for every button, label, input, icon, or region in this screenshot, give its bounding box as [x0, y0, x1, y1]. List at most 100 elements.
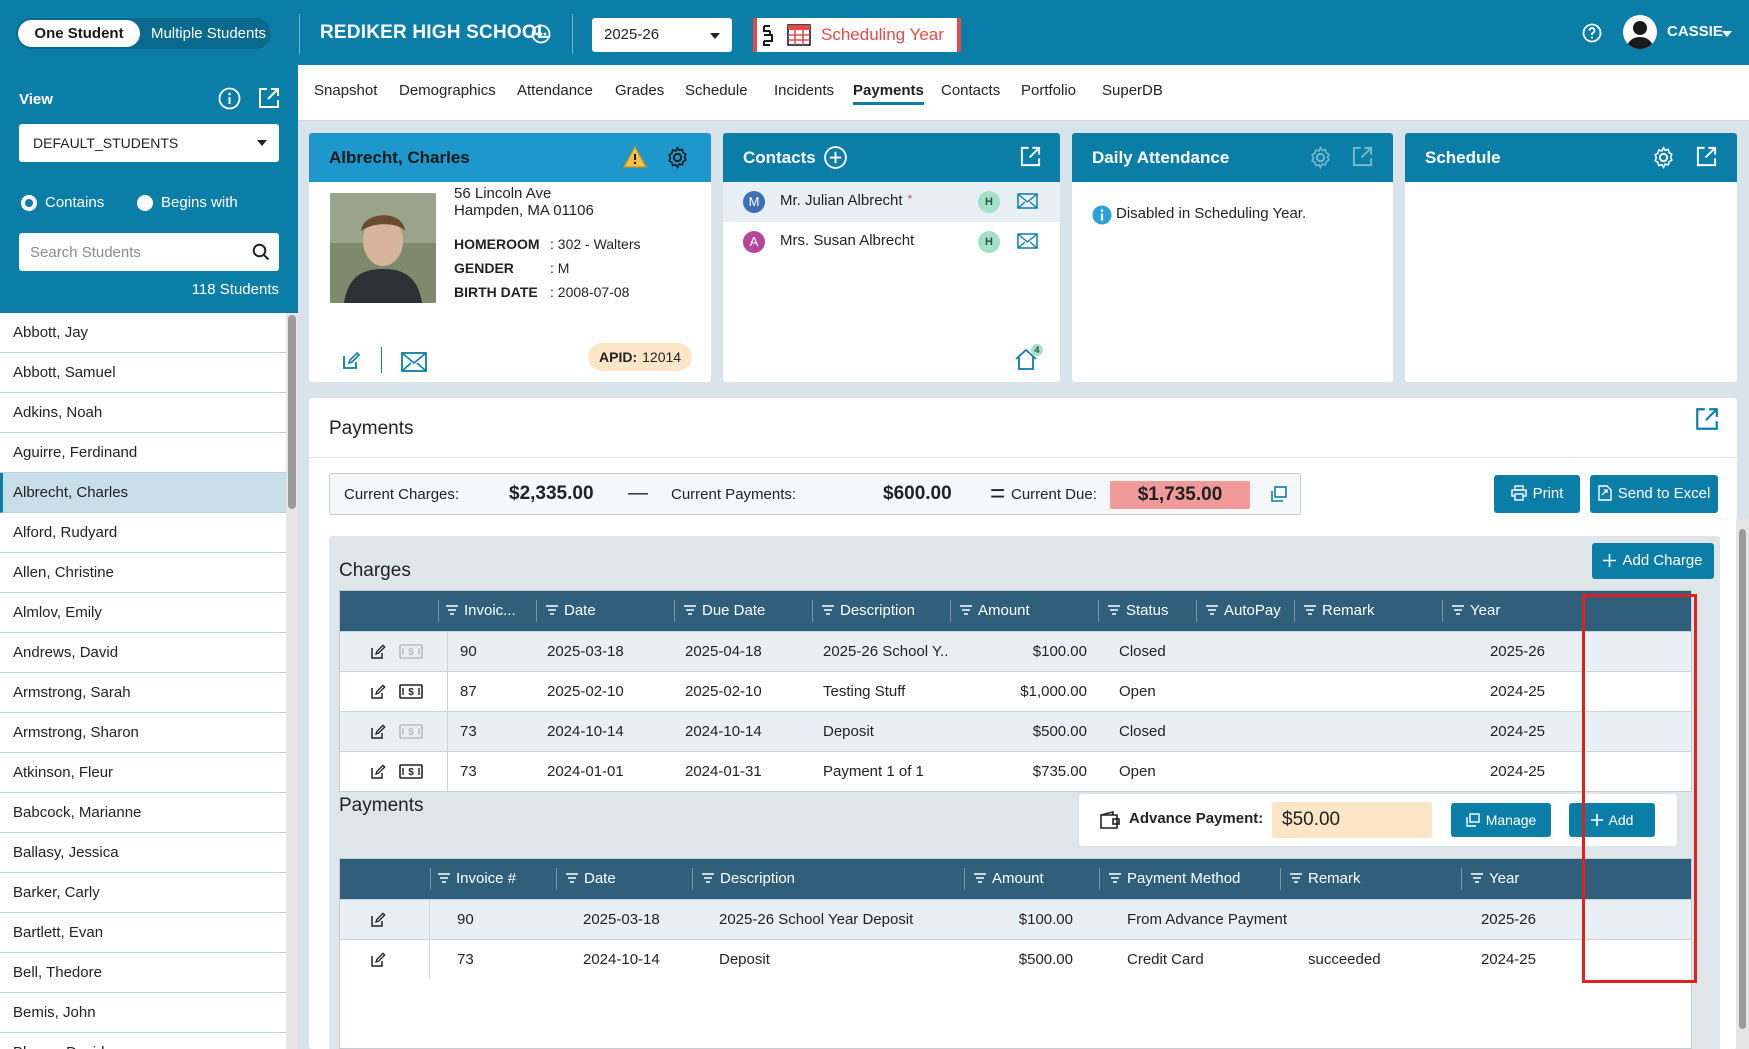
tab-attendance[interactable]: Attendance — [517, 82, 593, 99]
student-list-item[interactable]: Ballasy, Jessica — [0, 833, 286, 873]
gear-icon[interactable] — [665, 145, 690, 170]
tab-schedule[interactable]: Schedule — [685, 82, 748, 99]
send-to-excel-button[interactable]: Send to Excel — [1590, 475, 1718, 513]
tab-portfolio[interactable]: Portfolio — [1021, 82, 1077, 99]
student-list-item[interactable]: Bartlett, Evan — [0, 913, 286, 953]
contact-name[interactable]: Mr. Julian Albrecht * — [780, 192, 912, 209]
column-divider[interactable] — [674, 600, 675, 622]
add-contact-icon[interactable] — [823, 145, 848, 170]
filter-icon[interactable] — [1471, 872, 1483, 883]
gear-icon[interactable] — [1308, 145, 1333, 170]
column-header[interactable]: Amount — [974, 859, 1044, 899]
column-header[interactable]: Date — [566, 859, 616, 899]
tab-contacts[interactable]: Contacts — [941, 82, 1001, 99]
student-list-item[interactable]: Adkins, Noah — [0, 393, 286, 433]
external-link-icon[interactable] — [1351, 145, 1374, 168]
column-header[interactable]: Description — [822, 591, 915, 631]
column-header[interactable]: Year — [1471, 859, 1519, 899]
student-list-item[interactable]: Armstrong, Sarah — [0, 673, 286, 713]
edit-icon[interactable] — [370, 724, 386, 740]
student-list-item[interactable]: Almlov, Emily — [0, 593, 286, 633]
external-link-icon[interactable] — [1019, 145, 1042, 168]
multiple-students-toggle[interactable]: Multiple Students — [150, 25, 267, 42]
tab-snapshot[interactable]: Snapshot — [314, 82, 378, 99]
student-list-item[interactable]: Bemis, John — [0, 993, 286, 1033]
external-link-icon[interactable] — [257, 86, 281, 110]
warning-icon[interactable] — [623, 146, 647, 168]
edit-icon[interactable] — [370, 684, 386, 700]
payment-icon[interactable]: $ — [399, 724, 423, 739]
column-divider[interactable] — [950, 600, 951, 622]
filter-icon[interactable] — [1108, 604, 1120, 615]
manage-button[interactable]: Manage — [1451, 803, 1551, 837]
student-list-item[interactable]: Babcock, Marianne — [0, 793, 286, 833]
column-divider[interactable] — [1442, 600, 1443, 622]
column-header[interactable]: Remark — [1304, 591, 1375, 631]
student-list-item[interactable]: Aguirre, Ferdinand — [0, 433, 286, 473]
tab-demographics[interactable]: Demographics — [399, 82, 496, 99]
edit-icon[interactable] — [370, 764, 386, 780]
student-list-item[interactable]: Barker, Carly — [0, 873, 286, 913]
column-divider[interactable] — [812, 600, 813, 622]
student-list-item[interactable]: Allen, Christine — [0, 553, 286, 593]
external-link-icon[interactable] — [1695, 145, 1718, 168]
print-button[interactable]: Print — [1494, 475, 1580, 513]
mail-icon[interactable] — [401, 352, 427, 372]
scrollbar[interactable] — [286, 313, 298, 1049]
column-header[interactable]: AutoPay — [1206, 591, 1281, 631]
info-icon[interactable] — [218, 87, 241, 110]
caret-down-icon[interactable] — [1722, 31, 1732, 37]
user-avatar[interactable] — [1623, 15, 1657, 49]
contact-name[interactable]: Mrs. Susan Albrecht — [780, 232, 914, 249]
edit-icon[interactable] — [340, 350, 362, 372]
household-icon[interactable]: 4 — [1013, 343, 1043, 373]
filter-icon[interactable] — [1304, 604, 1316, 615]
column-header[interactable]: Due Date — [684, 591, 765, 631]
copy-icon[interactable] — [1270, 485, 1288, 503]
filter-icon[interactable] — [1206, 604, 1218, 615]
filter-icon[interactable] — [1290, 872, 1302, 883]
student-list-item[interactable]: Abbott, Samuel — [0, 353, 286, 393]
column-divider[interactable] — [1098, 600, 1099, 622]
more-options-icon[interactable] — [531, 24, 551, 44]
column-divider[interactable] — [692, 868, 693, 890]
student-list-item[interactable]: Abbott, Jay — [0, 313, 286, 353]
column-header[interactable]: Invoic... — [446, 591, 516, 631]
scrollbar-thumb[interactable] — [288, 315, 296, 509]
scrollbar[interactable] — [1736, 519, 1749, 1049]
column-divider[interactable] — [1461, 868, 1462, 890]
student-list-item[interactable]: Bell, Thedore — [0, 953, 286, 993]
column-divider[interactable] — [536, 600, 537, 622]
column-header[interactable]: Invoice # — [438, 859, 516, 899]
edit-icon[interactable] — [370, 912, 386, 928]
column-header[interactable]: Year — [1452, 591, 1500, 631]
search-input[interactable] — [19, 233, 239, 271]
student-list-item[interactable]: Andrews, David — [0, 633, 286, 673]
column-divider[interactable] — [1294, 600, 1295, 622]
edit-icon[interactable] — [370, 644, 386, 660]
column-divider[interactable] — [1099, 868, 1100, 890]
edit-icon[interactable] — [370, 952, 386, 968]
column-divider[interactable] — [556, 868, 557, 890]
add-advance-button[interactable]: Add — [1569, 803, 1655, 837]
tab-payments[interactable]: Payments — [853, 82, 924, 105]
filter-icon[interactable] — [974, 872, 986, 883]
column-header[interactable]: Remark — [1290, 859, 1361, 899]
column-header[interactable]: Description — [702, 859, 795, 899]
column-header[interactable]: Payment Method — [1109, 859, 1240, 899]
school-name[interactable]: REDIKER HIGH SCHOOL — [320, 22, 549, 43]
payment-icon[interactable]: $ — [399, 684, 423, 699]
filter-icon[interactable] — [546, 604, 558, 615]
filter-icon[interactable] — [684, 604, 696, 615]
contact-row[interactable]: A Mrs. Susan Albrecht H — [723, 222, 1060, 262]
help-icon[interactable] — [1582, 23, 1602, 43]
user-name[interactable]: CASSIE — [1667, 23, 1723, 40]
view-select[interactable]: DEFAULT_STUDENTS — [19, 124, 279, 162]
column-divider[interactable] — [964, 868, 965, 890]
contact-row[interactable]: M Mr. Julian Albrecht * H — [723, 182, 1060, 222]
tab-superdb[interactable]: SuperDB — [1102, 82, 1163, 99]
column-divider[interactable] — [1196, 600, 1197, 622]
filter-icon[interactable] — [822, 604, 834, 615]
student-list-item[interactable]: Albrecht, Charles — [0, 473, 286, 513]
payment-icon[interactable]: $ — [399, 764, 423, 779]
